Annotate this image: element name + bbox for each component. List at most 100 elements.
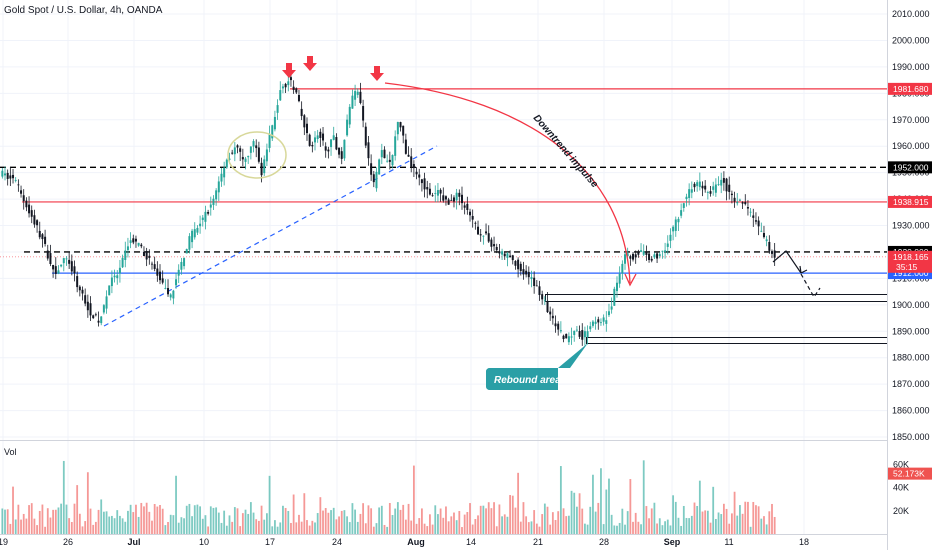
candle-body xyxy=(490,239,493,247)
candle-body xyxy=(717,184,720,186)
consolidation-ellipse[interactable] xyxy=(227,131,287,179)
volume-bar xyxy=(380,505,383,534)
candle-body xyxy=(340,151,343,159)
volume-bar xyxy=(271,526,274,534)
candle-body xyxy=(6,172,9,179)
volume-bar xyxy=(164,525,167,534)
candle-body xyxy=(388,159,391,162)
volume-bar xyxy=(303,493,306,534)
candle-body xyxy=(201,217,204,220)
candle-body xyxy=(252,141,255,147)
volume-bar xyxy=(343,510,346,534)
candle-body xyxy=(410,156,413,167)
rising-trendline[interactable] xyxy=(103,145,438,327)
volume-bar xyxy=(755,505,757,534)
candle-body xyxy=(567,336,570,343)
candle-body xyxy=(653,254,656,258)
top-arrows xyxy=(282,56,384,81)
candle-body xyxy=(594,321,597,324)
candle-body xyxy=(367,142,370,159)
candle-body xyxy=(477,226,480,235)
candle-body xyxy=(257,147,260,162)
candle-body xyxy=(41,234,44,240)
volume-bar xyxy=(693,502,696,534)
volume-bar xyxy=(76,485,79,534)
volume-bar xyxy=(372,526,375,534)
projection-dashed-path[interactable] xyxy=(800,273,821,299)
price-tick-label: 1970.000 xyxy=(892,115,930,125)
volume-bar xyxy=(439,508,442,534)
volume-bar xyxy=(396,502,399,534)
volume-bar xyxy=(252,512,255,534)
volume-bar xyxy=(592,474,594,534)
impulse-curve-arrow[interactable] xyxy=(384,82,631,284)
volume-bar xyxy=(461,527,463,534)
candle-body xyxy=(605,320,608,324)
volume-bar xyxy=(632,521,634,534)
candle-body xyxy=(303,115,306,128)
candle-body xyxy=(607,311,610,316)
volume-bar xyxy=(605,489,608,534)
candle-body xyxy=(193,229,196,238)
chart-title: Gold Spot / U.S. Dollar, 4h, OANDA xyxy=(4,5,163,16)
volume-bar xyxy=(282,505,284,534)
candle-body xyxy=(415,171,418,175)
volume-bar xyxy=(60,503,63,534)
candle-body xyxy=(404,139,407,154)
volume-bar xyxy=(565,516,568,534)
time-tick-label: Aug xyxy=(407,537,425,547)
candle-body xyxy=(225,159,228,168)
volume-bar xyxy=(212,507,215,534)
candle-body xyxy=(770,251,773,254)
candle-body xyxy=(634,254,637,258)
volume-tick-label: 60K xyxy=(893,460,909,470)
candle-body xyxy=(94,314,97,316)
volume-bar xyxy=(624,524,626,534)
candle-body xyxy=(602,317,605,322)
volume-bar xyxy=(388,503,391,534)
candle-body xyxy=(314,137,317,143)
candle-body xyxy=(677,218,680,223)
volume-bar xyxy=(175,475,177,534)
candle-body xyxy=(145,250,148,260)
candle-body xyxy=(610,306,613,310)
candle-body xyxy=(578,331,581,337)
rebound-callout[interactable]: Rebound area xyxy=(486,343,588,390)
time-axis[interactable]: 19 26 Jul 10 17 24 Aug 14 21 28 Sep 11 18 xyxy=(0,537,809,547)
volume-bar xyxy=(346,516,348,534)
volume-bar xyxy=(354,509,356,534)
time-tick-label: 24 xyxy=(332,537,342,547)
volume-bar xyxy=(143,506,145,534)
candle-body xyxy=(308,134,311,146)
candle-body xyxy=(255,145,258,149)
candle-body xyxy=(535,285,538,287)
candle-body xyxy=(356,91,359,95)
volume-bar xyxy=(316,513,319,534)
candle-body xyxy=(511,255,514,261)
time-tick-label: Jul xyxy=(127,537,140,547)
candle-body xyxy=(297,95,300,102)
candle-body xyxy=(551,315,554,319)
volume-bar xyxy=(290,522,292,534)
candle-body xyxy=(474,222,477,224)
volume-bar xyxy=(410,520,413,534)
candle-body xyxy=(736,201,739,204)
volume-bar xyxy=(658,518,661,534)
volume-bar xyxy=(725,508,728,534)
volume-bar xyxy=(447,521,450,534)
candle-body xyxy=(348,106,351,125)
volume-bar xyxy=(185,505,188,534)
volume-bar xyxy=(161,508,164,534)
volume-bar xyxy=(14,519,17,534)
projection-path[interactable] xyxy=(772,250,802,274)
volume-bar xyxy=(445,506,447,534)
candle-body xyxy=(586,331,589,337)
candle-body xyxy=(185,249,188,254)
candle-body xyxy=(407,154,410,157)
candle-body xyxy=(469,211,472,216)
volume-bar xyxy=(228,515,231,534)
volume-bar xyxy=(348,522,351,534)
candle-body xyxy=(749,211,752,213)
volume-bar xyxy=(650,508,653,534)
